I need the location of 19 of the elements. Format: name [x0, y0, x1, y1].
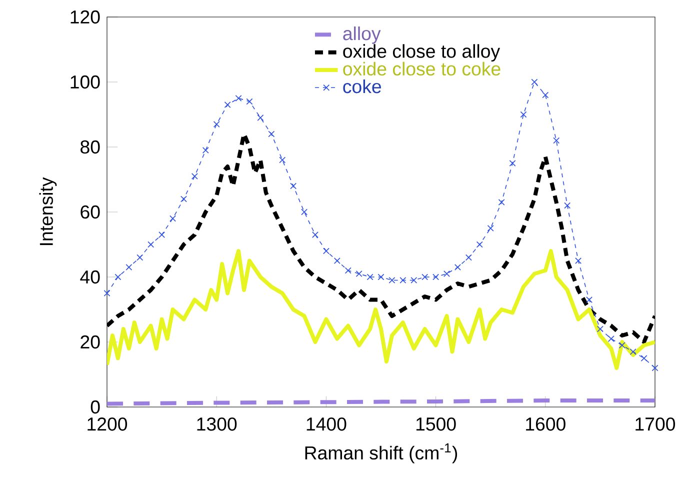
legend-label: coke	[343, 79, 382, 94]
x-tick-label: 1500	[416, 417, 456, 431]
x-tick-label: 1300	[197, 417, 237, 431]
x-tick-label: 1400	[306, 417, 346, 431]
x-tick-label: 1700	[636, 417, 676, 431]
y-tick-label: 0	[90, 400, 100, 414]
y-tick-label: 80	[80, 140, 100, 154]
x-tick-label: 1200	[88, 417, 128, 431]
y-axis-title: Intensity	[39, 177, 57, 246]
y-tick-label: 60	[80, 205, 100, 219]
y-tick-label: 40	[80, 270, 100, 284]
y-tick-label: 120	[70, 10, 100, 24]
x-tick-label: 1600	[526, 417, 566, 431]
legend-label: oxide close to alloy	[343, 44, 500, 62]
x-axis-title: Raman shift (cm$^{-1}$)	[305, 443, 458, 464]
legend-label: oxide close to coke	[343, 62, 500, 76]
y-tick-label: 20	[80, 335, 100, 349]
legend-label: alloy	[343, 26, 381, 44]
y-tick-label: 100	[70, 75, 100, 89]
